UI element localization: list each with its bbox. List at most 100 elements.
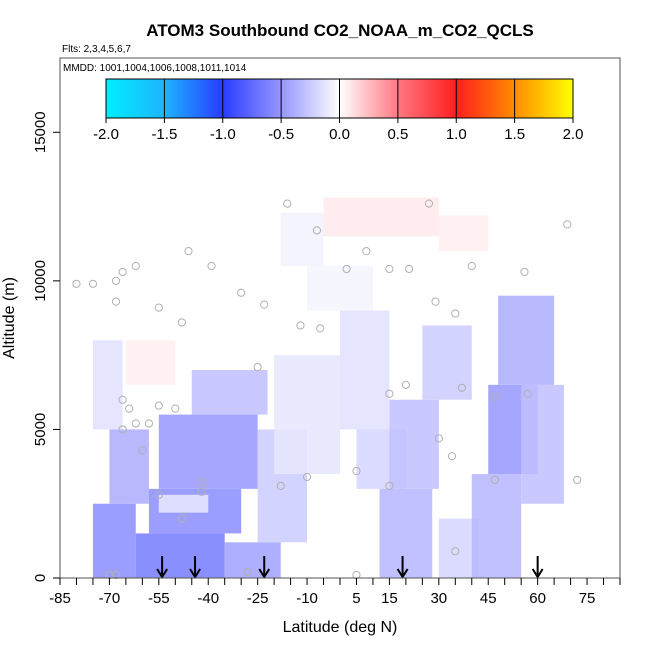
sample-point xyxy=(125,404,134,413)
sample-point xyxy=(563,220,572,229)
sample-point xyxy=(316,324,325,333)
heatmap-cell xyxy=(158,414,258,489)
x-tick-label: 15 xyxy=(381,590,398,607)
flights-label: Flts: 2,3,4,5,6,7 xyxy=(62,44,131,55)
colorbar-tick-label: 0.0 xyxy=(329,126,350,143)
colorbar-frame xyxy=(105,78,574,119)
sample-point xyxy=(138,446,147,455)
y-axis: 0 5000 10000 15000 xyxy=(32,111,60,582)
sample-point xyxy=(118,425,127,434)
sample-point xyxy=(520,267,529,277)
colorbar-tick-label: 2.0 xyxy=(563,126,584,143)
sample-point xyxy=(431,297,440,306)
sample-point xyxy=(302,472,312,482)
sample-point xyxy=(276,481,285,490)
colorbar-tick-label: -0.5 xyxy=(268,126,294,143)
y-tick-label: 15000 xyxy=(32,111,49,153)
sample-point xyxy=(523,389,532,398)
sample-point xyxy=(237,288,246,297)
arrow-head xyxy=(189,568,201,579)
x-tick-label: -10 xyxy=(296,590,318,607)
x-axis: -85 -70 -55 -40 -25 -10 5 15 30 45 60 75 xyxy=(49,578,621,607)
y-axis-label: Altitude (m) xyxy=(1,277,18,359)
sample-point xyxy=(118,395,127,404)
sample-point xyxy=(197,487,206,496)
sample-point xyxy=(362,247,371,256)
sample-point xyxy=(260,300,269,309)
sample-point xyxy=(352,466,361,476)
heatmap-cell xyxy=(224,542,281,578)
heatmap-cell xyxy=(125,340,176,385)
y-tick-label: 5000 xyxy=(32,413,49,446)
arrows-layer xyxy=(156,556,544,579)
sample-point xyxy=(467,261,476,271)
sample-point xyxy=(171,404,180,413)
sample-point xyxy=(490,392,499,401)
sample-point xyxy=(424,199,434,208)
sample-point xyxy=(401,380,410,389)
heatmap-cell xyxy=(323,197,439,237)
sample-point xyxy=(451,547,460,556)
sample-point xyxy=(88,279,98,288)
sample-point xyxy=(312,226,322,235)
sample-point xyxy=(177,318,186,327)
y-tick-label: 10000 xyxy=(32,260,49,302)
heatmap-cell xyxy=(498,295,555,385)
sample-point xyxy=(207,261,216,271)
colorbar-tick-label: 0.5 xyxy=(387,126,408,143)
sample-points-layer xyxy=(72,199,582,580)
x-tick-label: 75 xyxy=(579,590,596,607)
sample-point xyxy=(131,419,140,428)
sample-point xyxy=(253,362,262,372)
sample-point xyxy=(434,434,443,443)
heatmap-cell xyxy=(92,503,136,578)
heatmap-cell xyxy=(389,399,439,489)
sample-point xyxy=(451,309,460,318)
plot-area: MMDD: 1001,1004,1006,1008,1011,1014 -2.0… xyxy=(59,57,621,580)
sample-point xyxy=(283,199,292,208)
y-tick-label: 0 xyxy=(32,574,49,582)
colorbar-tick-label: 1.5 xyxy=(504,126,525,143)
sample-point xyxy=(118,267,127,277)
x-tick-label: 45 xyxy=(480,590,497,607)
sample-point xyxy=(177,514,186,523)
sample-point xyxy=(111,297,121,306)
heatmap-cell xyxy=(422,325,472,400)
sample-point xyxy=(184,247,193,256)
arrow-head xyxy=(156,568,168,579)
heatmap-cell xyxy=(274,355,340,474)
dates-label: MMDD: 1001,1004,1006,1008,1011,1014 xyxy=(63,63,247,74)
arrow-head xyxy=(396,568,409,579)
heatmap-cell xyxy=(109,429,149,504)
heatmap-cell xyxy=(92,340,123,430)
sample-point xyxy=(385,389,394,398)
arrow-head xyxy=(258,568,271,579)
sample-point xyxy=(131,261,140,271)
sample-point xyxy=(573,475,582,485)
sample-point xyxy=(197,478,206,488)
x-tick-label: -25 xyxy=(247,590,269,607)
x-tick-label: -85 xyxy=(49,590,71,607)
sample-point xyxy=(154,401,163,410)
sample-point xyxy=(72,279,81,288)
heatmap-cell xyxy=(438,215,489,252)
colorbar: -2.0 -1.5 -1.0 -0.5 0.0 0.5 1.0 1.5 2.0 xyxy=(93,78,583,143)
arrow-head xyxy=(531,568,544,579)
sample-point xyxy=(385,481,394,490)
colorbar-ticks: -2.0 -1.5 -1.0 -0.5 0.0 0.5 1.0 1.5 2.0 xyxy=(93,79,583,143)
sample-point xyxy=(144,419,154,428)
heatmap-cell xyxy=(307,266,373,311)
heatmap-cell xyxy=(340,310,390,430)
heatmap-cell xyxy=(471,474,522,578)
x-tick-label: -40 xyxy=(197,590,219,607)
sample-point xyxy=(296,321,305,330)
sample-point xyxy=(342,264,351,274)
x-axis-label: Latitude (deg N) xyxy=(283,619,398,636)
sample-point xyxy=(111,570,121,580)
sample-point xyxy=(405,264,414,274)
sample-point xyxy=(490,475,499,485)
colorbar-tick-label: -2.0 xyxy=(93,126,119,143)
sample-point xyxy=(447,452,457,461)
heatmap-cell xyxy=(158,494,209,513)
